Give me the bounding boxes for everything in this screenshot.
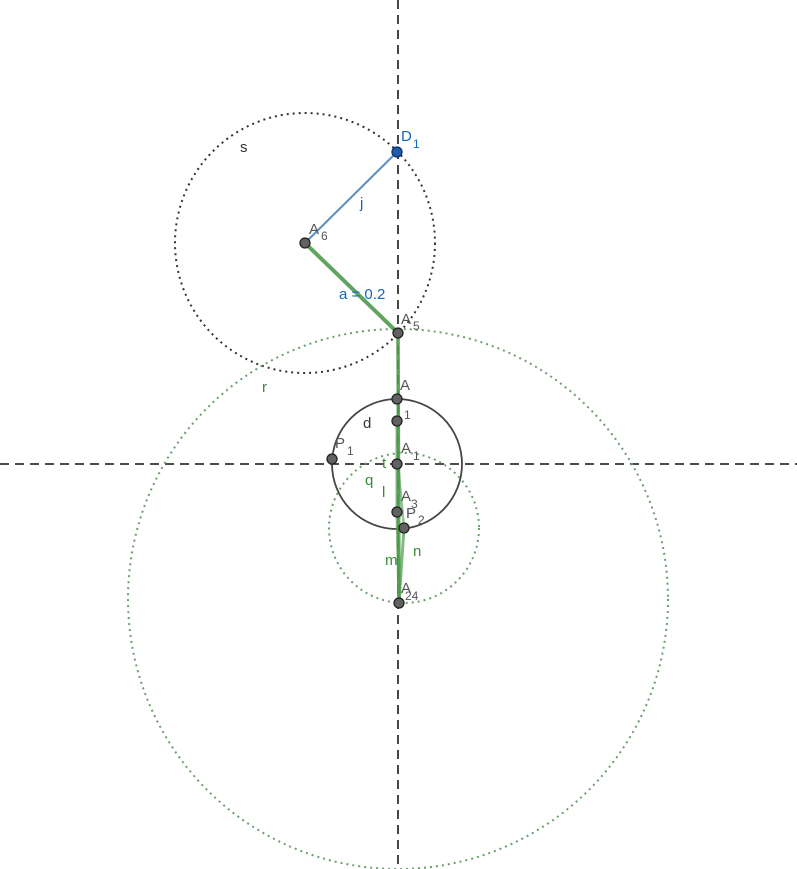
label-j: j: [359, 195, 363, 212]
label-d: d: [363, 415, 371, 432]
label-a5-sub: 5: [413, 319, 420, 333]
label-a24-sub: 24: [405, 589, 419, 603]
label-a6-sub: 6: [321, 229, 328, 243]
label-p2-sub: 2: [418, 513, 425, 527]
label-p2: P: [406, 505, 416, 522]
label-a3: A: [401, 488, 411, 505]
label-m: m: [385, 552, 398, 569]
point-a3[interactable]: [392, 507, 402, 517]
label-d1: D: [401, 128, 412, 145]
label-t: t: [382, 455, 387, 472]
label-l: l: [382, 484, 385, 501]
label-p1: P: [335, 435, 345, 452]
label-r: r: [262, 379, 267, 396]
point-i1[interactable]: [392, 416, 402, 426]
label-n: n: [413, 543, 421, 560]
label-i1: 1: [404, 408, 411, 422]
point-a1[interactable]: [392, 459, 402, 469]
label-d1-sub: 1: [413, 137, 420, 151]
point-a5[interactable]: [393, 328, 403, 338]
point-d1[interactable]: [392, 147, 402, 157]
label-a1-sub: 1: [413, 449, 420, 463]
label-s: s: [240, 139, 248, 156]
label-a1: A: [401, 440, 411, 457]
label-q: q: [365, 472, 373, 489]
point-p1[interactable]: [327, 454, 337, 464]
point-a24[interactable]: [394, 598, 404, 608]
label-a-value: a = 0.2: [339, 286, 385, 303]
point-a6[interactable]: [300, 238, 310, 248]
label-p1-sub: 1: [347, 444, 354, 458]
label-a: A: [400, 377, 410, 394]
label-a6: A: [309, 221, 319, 238]
label-a5: A: [401, 311, 411, 328]
point-a[interactable]: [392, 394, 402, 404]
point-p2[interactable]: [399, 523, 409, 533]
